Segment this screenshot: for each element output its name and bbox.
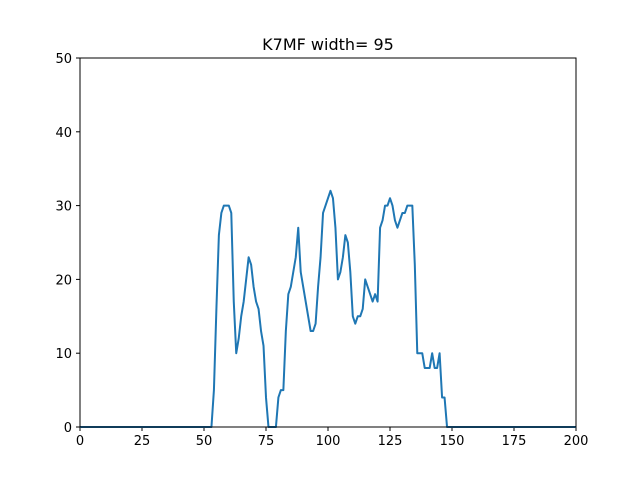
x-tick-label: 50 — [196, 434, 213, 449]
x-tick-label: 0 — [76, 434, 84, 449]
y-tick-label: 20 — [55, 273, 72, 288]
x-tick-label: 125 — [378, 434, 403, 449]
x-tick-label: 100 — [316, 434, 341, 449]
x-tick-label: 175 — [502, 434, 527, 449]
y-tick-label: 10 — [55, 347, 72, 362]
x-tick-label: 200 — [564, 434, 589, 449]
chart-title: K7MF width= 95 — [262, 35, 394, 54]
axes-frame — [79, 57, 577, 428]
y-tick-label: 50 — [55, 52, 72, 67]
y-tick-label: 30 — [55, 200, 72, 215]
x-tick-label: 150 — [440, 434, 465, 449]
series-line — [80, 189, 576, 428]
y-tick-label: 0 — [64, 421, 72, 436]
axis-ticks: 0 25 50 75 100 125 150 175 200 0 10 20 30 40 50 — [55, 52, 588, 449]
plot-area — [80, 189, 576, 428]
x-tick-label: 75 — [258, 434, 275, 449]
x-tick-label: 25 — [134, 434, 151, 449]
y-tick-label: 40 — [55, 126, 72, 141]
